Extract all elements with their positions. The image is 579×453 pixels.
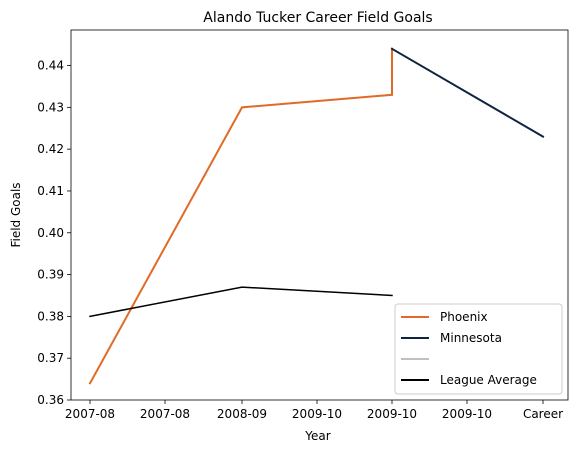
x-tick-label: 2007-08	[65, 407, 115, 421]
y-tick-label: 0.42	[37, 142, 64, 156]
y-axis-label: Field Goals	[9, 182, 23, 247]
y-tick-label: 0.41	[37, 184, 64, 198]
x-tick-label: 2008-09	[217, 407, 267, 421]
legend: Phoenix Minnesota League Average	[395, 304, 562, 394]
x-tick-label: 2009-10	[442, 407, 492, 421]
y-tick-label: 0.43	[37, 100, 64, 114]
x-tick-label: Career	[523, 407, 563, 421]
legend-label: Phoenix	[440, 310, 488, 324]
x-axis-label: Year	[304, 429, 330, 443]
y-tick-label: 0.44	[37, 59, 64, 73]
y-tick-label: 0.39	[37, 268, 64, 282]
x-tick-label: 2007-08	[140, 407, 190, 421]
y-tick-label: 0.38	[37, 309, 64, 323]
x-tick-label: 2009-10	[367, 407, 417, 421]
legend-label: Minnesota	[440, 331, 502, 345]
chart-title: Alando Tucker Career Field Goals	[203, 10, 432, 26]
y-tick-label: 0.36	[37, 393, 64, 407]
x-tick-label: 2009-10	[292, 407, 342, 421]
legend-label: League Average	[440, 373, 537, 387]
y-tick-label: 0.40	[37, 226, 64, 240]
y-tick-label: 0.37	[37, 351, 64, 365]
